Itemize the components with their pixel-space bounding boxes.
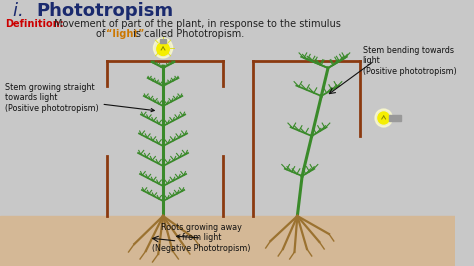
Text: is called Phototropism.: is called Phototropism. <box>130 29 245 39</box>
Bar <box>390 115 401 121</box>
Text: Phototropism: Phototropism <box>36 2 173 20</box>
Circle shape <box>378 112 390 124</box>
Text: Movement of part of the plant, in response to the stimulus: Movement of part of the plant, in respon… <box>54 19 341 29</box>
Text: Definition:: Definition: <box>5 19 64 29</box>
Bar <box>160 39 166 43</box>
Bar <box>0 216 455 266</box>
Text: Stem growing straight
towards light
(Positive phototropism): Stem growing straight towards light (Pos… <box>5 83 154 113</box>
Text: Roots growing away
from light
(Negative Phototropism): Roots growing away from light (Negative … <box>152 223 251 253</box>
Circle shape <box>157 43 169 56</box>
Text: of: of <box>96 29 108 39</box>
Text: “light”: “light” <box>107 29 145 39</box>
Circle shape <box>154 38 173 58</box>
Text: i.: i. <box>13 2 47 20</box>
Circle shape <box>375 109 392 127</box>
Text: Stem bending towards
light
(Positive phototropism): Stem bending towards light (Positive pho… <box>363 46 456 76</box>
